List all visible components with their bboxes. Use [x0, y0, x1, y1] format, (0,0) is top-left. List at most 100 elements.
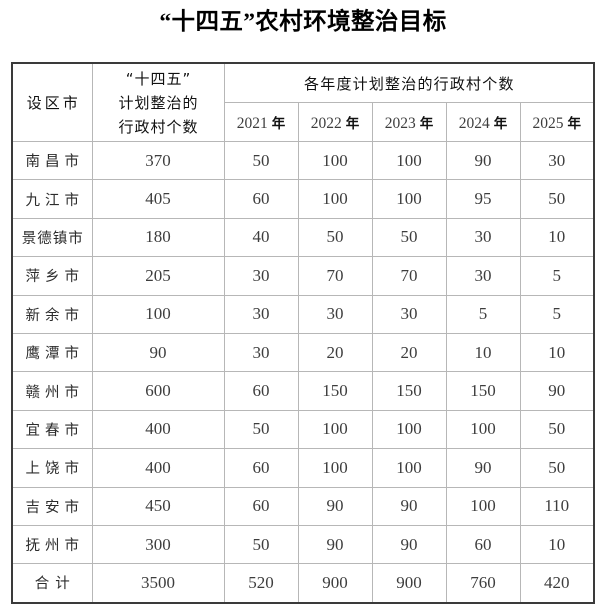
cell-total-year-2021: 520: [223, 563, 299, 604]
cell-year-2021: 60: [223, 371, 299, 411]
table-row: 九江市 405 60 100 100 95 50: [11, 179, 595, 219]
cell-total: 600: [91, 371, 225, 411]
cell-year-2024: 100: [445, 486, 521, 526]
cell-year-2024: 30: [445, 217, 521, 258]
cell-year-2025: 10: [519, 524, 595, 565]
cell-city: 鹰潭市: [11, 332, 93, 373]
city-name: 赣州市: [25, 384, 84, 401]
cell-total-year-2025: 420: [519, 563, 595, 604]
cell-year-2025: 110: [519, 486, 595, 526]
table-row: 上饶市 400 60 100 100 90 50: [11, 448, 595, 488]
cell-year-2023: 20: [371, 332, 447, 373]
cell-city: 抚州市: [11, 524, 93, 565]
cell-year-2025: 50: [519, 179, 595, 219]
cell-year-2023: 100: [371, 179, 447, 219]
cell-year-2021: 50: [223, 140, 299, 181]
year-2024-number: 2024: [458, 114, 490, 132]
cell-year-2023: 100: [371, 140, 447, 181]
year-2023-suffix: 年: [419, 115, 434, 132]
column-header-total-line-2: 计划整治的: [118, 93, 199, 112]
cell-year-2022: 90: [297, 524, 373, 565]
table-header: 设区市 “十四五” 计划整治的 行政村个数 各年度计划整治的行政村个数 2021…: [11, 62, 595, 142]
cell-total: 405: [91, 179, 225, 219]
cell-year-2021: 30: [223, 294, 299, 334]
city-name: 鹰潭市: [25, 346, 84, 363]
cell-year-2021: 60: [223, 486, 299, 526]
cell-year-2023: 100: [371, 409, 447, 450]
cell-year-2025: 10: [519, 332, 595, 373]
column-header-year-2024: 2024 年: [445, 102, 521, 142]
cell-year-2024: 150: [445, 371, 521, 411]
header-row-top: 设区市 “十四五” 计划整治的 行政村个数 各年度计划整治的行政村个数: [11, 62, 595, 142]
cell-total-year-2022: 900: [297, 563, 373, 604]
cell-city: 吉安市: [11, 486, 93, 526]
cell-year-2024: 30: [445, 256, 521, 296]
cell-year-2022: 100: [297, 140, 373, 181]
column-header-year-2023: 2023 年: [371, 102, 447, 142]
cell-total-sum: 3500: [91, 563, 225, 604]
column-header-year-2022: 2022 年: [297, 102, 373, 142]
cell-year-2021: 60: [223, 179, 299, 219]
city-name: 萍乡市: [25, 269, 84, 286]
cell-year-2022: 100: [297, 448, 373, 488]
cell-total: 400: [91, 448, 225, 488]
page-title: “十四五”农村环境整治目标: [159, 9, 447, 35]
year-2024-suffix: 年: [493, 115, 508, 132]
cell-year-2024: 60: [445, 524, 521, 565]
cell-year-2022: 30: [297, 294, 373, 334]
cell-total: 300: [91, 524, 225, 565]
cell-year-2024: 5: [445, 294, 521, 334]
city-name: 新余市: [25, 307, 84, 324]
table-row: 抚州市 300 50 90 90 60 10: [11, 524, 595, 565]
cell-total-year-2024: 760: [445, 563, 521, 604]
cell-total: 90: [91, 332, 225, 373]
cell-year-2022: 50: [297, 217, 373, 258]
cell-total: 400: [91, 409, 225, 450]
year-2025-number: 2025: [532, 114, 564, 132]
cell-year-2025: 90: [519, 371, 595, 411]
cell-year-2022: 150: [297, 371, 373, 411]
cell-city: 萍乡市: [11, 256, 93, 296]
cell-year-2024: 100: [445, 409, 521, 450]
column-header-total-line-3: 行政村个数: [118, 117, 199, 136]
city-name: 南昌市: [25, 154, 84, 171]
cell-year-2021: 50: [223, 409, 299, 450]
cell-year-2022: 70: [297, 256, 373, 296]
table-row: 鹰潭市 90 30 20 20 10 10: [11, 332, 595, 373]
table-row: 南昌市 370 50 100 100 90 30: [11, 140, 595, 181]
cell-year-2023: 70: [371, 256, 447, 296]
cell-total: 100: [91, 294, 225, 334]
column-header-total: “十四五” 计划整治的 行政村个数: [91, 62, 225, 142]
column-header-year-2025: 2025 年: [519, 102, 595, 142]
cell-year-2025: 30: [519, 140, 595, 181]
cell-year-2023: 90: [371, 486, 447, 526]
cell-city: 九江市: [11, 179, 93, 219]
year-2021-number: 2021: [236, 114, 268, 132]
cell-year-2023: 90: [371, 524, 447, 565]
column-header-city: 设区市: [11, 62, 93, 142]
cell-year-2022: 100: [297, 409, 373, 450]
cell-year-2023: 100: [371, 448, 447, 488]
cell-city: 景德镇市: [11, 217, 93, 258]
cell-year-2023: 30: [371, 294, 447, 334]
cell-year-2024: 10: [445, 332, 521, 373]
year-2022-number: 2022: [310, 114, 342, 132]
cell-year-2022: 20: [297, 332, 373, 373]
goal-table-container: 设区市 “十四五” 计划整治的 行政村个数 各年度计划整治的行政村个数 2021…: [11, 62, 596, 604]
cell-year-2021: 60: [223, 448, 299, 488]
cell-city: 南昌市: [11, 140, 93, 181]
cell-city: 新余市: [11, 294, 93, 334]
cell-year-2021: 30: [223, 256, 299, 296]
cell-year-2023: 50: [371, 217, 447, 258]
cell-total: 450: [91, 486, 225, 526]
cell-city: 宜春市: [11, 409, 93, 450]
cell-year-2024: 90: [445, 448, 521, 488]
table-row: 萍乡市 205 30 70 70 30 5: [11, 256, 595, 296]
cell-total-label: 合计: [11, 563, 93, 604]
cell-year-2021: 40: [223, 217, 299, 258]
cell-year-2021: 30: [223, 332, 299, 373]
rural-environment-goal-table: 设区市 “十四五” 计划整治的 行政村个数 各年度计划整治的行政村个数 2021…: [11, 62, 596, 604]
city-name: 抚州市: [25, 538, 84, 555]
cell-year-2024: 95: [445, 179, 521, 219]
city-name: 景德镇市: [21, 230, 84, 247]
